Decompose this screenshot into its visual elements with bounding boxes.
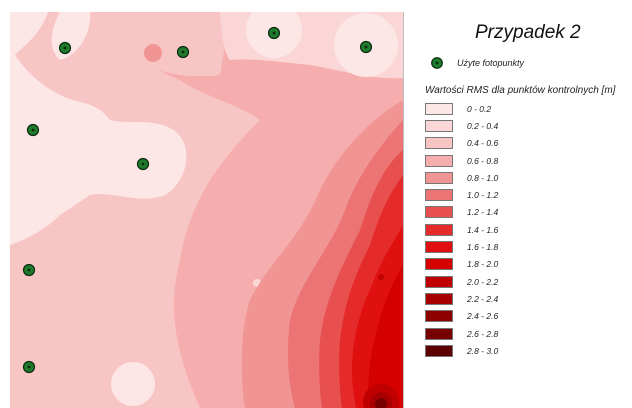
rms-class-item: 1.2 - 1.4 <box>425 204 498 221</box>
rms-class-item: 2.4 - 2.6 <box>425 308 498 325</box>
rms-class-swatch <box>425 292 453 305</box>
rms-class-swatch <box>425 258 453 271</box>
rms-class-label: 2.2 - 2.4 <box>467 293 499 304</box>
rms-class-label: 2.4 - 2.6 <box>467 311 499 322</box>
gcp-legend-label: Użyte fotopunkty <box>457 58 525 68</box>
rms-class-item: 1.6 - 1.8 <box>425 238 498 255</box>
gcp-marker <box>359 40 373 54</box>
rms-class-label: 0.2 - 0.4 <box>467 120 499 131</box>
rms-class-item: 1.4 - 1.6 <box>425 221 498 238</box>
rms-class-item: 1.8 - 2.0 <box>425 256 498 273</box>
rms-class-swatch <box>425 102 453 115</box>
gcp-legend-item: Użyte fotopunkty <box>430 56 524 70</box>
rms-class-item: 0.4 - 0.6 <box>425 135 498 152</box>
rms-class-swatch <box>425 327 453 340</box>
gcp-markers <box>22 26 373 374</box>
rms-class-item: 0.6 - 0.8 <box>425 152 498 169</box>
rms-class-item: 2.6 - 2.8 <box>425 325 498 342</box>
rms-class-item: 2.2 - 2.4 <box>425 290 498 307</box>
rms-class-item: 0 - 0.2 <box>425 100 498 117</box>
rms-surface <box>10 12 403 408</box>
rms-class-swatch <box>425 344 453 357</box>
gcp-marker <box>22 263 36 277</box>
rms-class-item: 0.2 - 0.4 <box>425 117 498 134</box>
legend-title: Przypadek 2 <box>475 22 581 43</box>
rms-class-swatch <box>425 223 453 236</box>
rms-class-item: 2.8 - 3.0 <box>425 342 498 359</box>
rms-class-swatch <box>425 310 453 323</box>
rms-class-swatch <box>425 206 453 219</box>
gcp-marker <box>26 123 40 137</box>
gcp-marker <box>136 157 150 171</box>
rms-class-label: 1.2 - 1.4 <box>467 207 499 218</box>
gcp-marker <box>22 360 36 374</box>
gcp-marker-icon <box>431 57 443 69</box>
rms-class-item: 0.8 - 1.0 <box>425 169 498 186</box>
rms-class-label: 0 - 0.2 <box>467 103 492 114</box>
rms-class-list: 0 - 0.2 0.2 - 0.4 0.4 - 0.6 0.6 - 0.8 0.8 - … <box>425 100 498 359</box>
rms-class-label: 1.0 - 1.2 <box>467 190 499 201</box>
rms-legend-title: Wartości RMS dla punktów kontrolnych [m] <box>425 85 616 96</box>
rms-class-swatch <box>425 171 453 184</box>
rms-class-item: 1.0 - 1.2 <box>425 186 498 203</box>
rms-class-label: 2.8 - 3.0 <box>467 345 499 356</box>
rms-class-swatch <box>425 154 453 167</box>
rms-class-label: 1.6 - 1.8 <box>467 242 499 253</box>
rms-class-swatch <box>425 137 453 150</box>
rms-class-label: 1.8 - 2.0 <box>467 259 499 270</box>
rms-class-label: 0.8 - 1.0 <box>467 172 499 183</box>
gcp-marker <box>58 41 72 55</box>
rms-class-swatch <box>425 241 453 254</box>
rms-class-label: 2.0 - 2.2 <box>467 276 499 287</box>
rms-class-label: 1.4 - 1.6 <box>467 224 499 235</box>
rms-class-swatch <box>425 189 453 202</box>
rms-class-swatch <box>425 275 453 288</box>
rms-class-label: 0.6 - 0.8 <box>467 155 499 166</box>
rms-class-item: 2.0 - 2.2 <box>425 273 498 290</box>
rms-class-label: 0.4 - 0.6 <box>467 138 499 149</box>
gcp-marker <box>176 45 190 59</box>
rms-class-label: 2.6 - 2.8 <box>467 328 499 339</box>
rms-class-swatch <box>425 119 453 132</box>
gcp-marker <box>267 26 281 40</box>
